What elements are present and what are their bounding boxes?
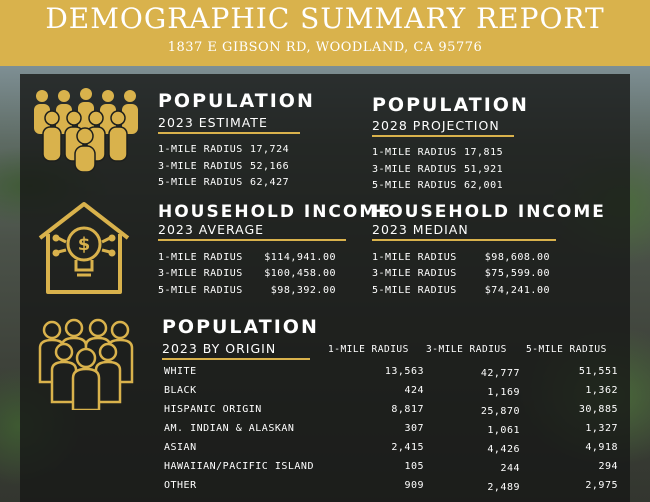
population-2023-title: POPULATION bbox=[158, 90, 315, 112]
income-median-divider bbox=[372, 239, 556, 241]
row-label: 3-MILE RADIUS bbox=[158, 268, 243, 279]
people-group-icon bbox=[34, 88, 138, 172]
row-value: $98,392.00 bbox=[270, 285, 336, 296]
origin-label: HISPANIC ORIGIN bbox=[164, 404, 262, 415]
population-2028-title: POPULATION bbox=[372, 94, 529, 116]
row-value: 51,921 bbox=[464, 164, 504, 175]
row-label: 3-MILE RADIUS bbox=[372, 164, 457, 175]
origin-value-3mile: 4,426 bbox=[487, 444, 520, 455]
origin-value-5mile: 30,885 bbox=[578, 404, 618, 415]
row-value: $100,458.00 bbox=[264, 268, 336, 279]
row-label: 1-MILE RADIUS bbox=[372, 252, 457, 263]
income-median-subtitle: 2023 MEDIAN bbox=[372, 222, 469, 237]
origin-label: OTHER bbox=[164, 480, 197, 491]
population-2023-divider bbox=[158, 132, 300, 134]
origin-table-row: WHITE 13,563 42,777 51,551 bbox=[164, 366, 624, 380]
origin-value-5mile: 51,551 bbox=[578, 366, 618, 377]
report-title: DEMOGRAPHIC SUMMARY REPORT bbox=[45, 2, 605, 35]
income-average-subtitle: 2023 AVERAGE bbox=[158, 222, 265, 237]
origin-value-1mile: 424 bbox=[404, 385, 424, 396]
row-label: 3-MILE RADIUS bbox=[158, 161, 243, 172]
population-2023-subtitle: 2023 ESTIMATE bbox=[158, 115, 268, 130]
row-value: $114,941.00 bbox=[264, 252, 336, 263]
income-average-divider bbox=[158, 239, 346, 241]
origin-value-5mile: 294 bbox=[598, 461, 618, 472]
origin-table-row: HAWAIIAN/PACIFIC ISLAND 105 244 294 bbox=[164, 461, 624, 475]
origin-table-row: ASIAN 2,415 4,426 4,918 bbox=[164, 442, 624, 456]
income-median-title: HOUSEHOLD INCOME bbox=[372, 202, 606, 222]
row-label: 5-MILE RADIUS bbox=[372, 180, 457, 191]
row-value: 62,427 bbox=[250, 177, 290, 188]
origin-table-row: HISPANIC ORIGIN 8,817 25,870 30,885 bbox=[164, 404, 624, 418]
property-address: 1837 E GIBSON RD, WOODLAND, CA 95776 bbox=[167, 40, 483, 55]
origin-subtitle: 2023 BY ORIGIN bbox=[162, 341, 277, 356]
row-label: 1-MILE RADIUS bbox=[158, 252, 243, 263]
population-2028-divider bbox=[372, 135, 514, 137]
origin-value-3mile: 42,777 bbox=[480, 368, 520, 379]
origin-value-3mile: 25,870 bbox=[480, 406, 520, 417]
origin-value-5mile: 2,975 bbox=[585, 480, 618, 491]
row-value: $75,599.00 bbox=[484, 268, 550, 279]
origin-value-5mile: 1,362 bbox=[585, 385, 618, 396]
origin-table-row: BLACK 424 1,169 1,362 bbox=[164, 385, 624, 399]
row-value: $74,241.00 bbox=[484, 285, 550, 296]
origin-divider bbox=[162, 358, 310, 360]
origin-value-1mile: 8,817 bbox=[391, 404, 424, 415]
origin-table-row: AM. INDIAN & ALASKAN 307 1,061 1,327 bbox=[164, 423, 624, 437]
origin-value-3mile: 1,169 bbox=[487, 387, 520, 398]
row-label: 1-MILE RADIUS bbox=[372, 147, 457, 158]
income-average-title: HOUSEHOLD INCOME bbox=[158, 202, 392, 222]
row-label: 5-MILE RADIUS bbox=[158, 177, 243, 188]
origin-table-row: OTHER 909 2,489 2,975 bbox=[164, 480, 624, 494]
origin-value-1mile: 909 bbox=[404, 480, 424, 491]
people-crowd-icon bbox=[38, 318, 134, 410]
origin-value-1mile: 13,563 bbox=[384, 366, 424, 377]
origin-label: WHITE bbox=[164, 366, 197, 377]
row-value: $98,608.00 bbox=[484, 252, 550, 263]
origin-value-1mile: 307 bbox=[404, 423, 424, 434]
origin-label: HAWAIIAN/PACIFIC ISLAND bbox=[164, 461, 314, 472]
origin-value-3mile: 1,061 bbox=[487, 425, 520, 436]
row-label: 3-MILE RADIUS bbox=[372, 268, 457, 279]
origin-value-3mile: 2,489 bbox=[487, 482, 520, 493]
row-label: 1-MILE RADIUS bbox=[158, 144, 243, 155]
row-label: 5-MILE RADIUS bbox=[158, 285, 243, 296]
origin-column-header-5mile: 5-MILE RADIUS bbox=[526, 344, 607, 355]
origin-value-5mile: 1,327 bbox=[585, 423, 618, 434]
row-value: 17,815 bbox=[464, 147, 504, 158]
origin-title: POPULATION bbox=[162, 316, 319, 338]
origin-label: AM. INDIAN & ALASKAN bbox=[164, 423, 295, 434]
origin-label: ASIAN bbox=[164, 442, 197, 453]
header-banner: DEMOGRAPHIC SUMMARY REPORT 1837 E GIBSON… bbox=[0, 0, 650, 66]
svg-text:$: $ bbox=[78, 234, 91, 255]
row-value: 52,166 bbox=[250, 161, 290, 172]
origin-value-1mile: 2,415 bbox=[391, 442, 424, 453]
population-2028-subtitle: 2028 PROJECTION bbox=[372, 118, 500, 133]
origin-column-header-3mile: 3-MILE RADIUS bbox=[426, 344, 507, 355]
row-value: 17,724 bbox=[250, 144, 290, 155]
origin-value-1mile: 105 bbox=[404, 461, 424, 472]
origin-column-header-1mile: 1-MILE RADIUS bbox=[328, 344, 409, 355]
row-label: 5-MILE RADIUS bbox=[372, 285, 457, 296]
row-value: 62,001 bbox=[464, 180, 504, 191]
origin-value-3mile: 244 bbox=[500, 463, 520, 474]
origin-value-5mile: 4,918 bbox=[585, 442, 618, 453]
origin-label: BLACK bbox=[164, 385, 197, 396]
house-lightbulb-dollar-icon: $ bbox=[38, 202, 130, 294]
